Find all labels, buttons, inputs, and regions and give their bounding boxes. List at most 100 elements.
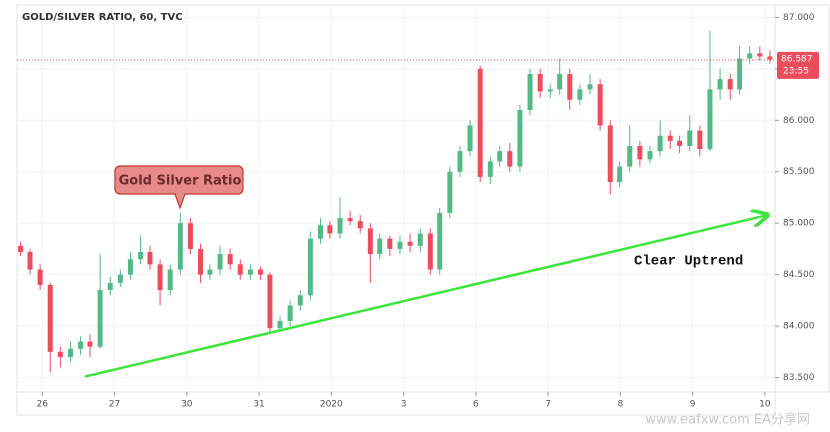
x-tick-label: 31	[253, 400, 264, 410]
candle-body	[297, 295, 303, 306]
candle-body	[287, 305, 293, 321]
candle-body	[157, 264, 163, 291]
candle-body	[597, 84, 603, 126]
grid	[17, 5, 775, 392]
callout-text: Gold Silver Ratio	[119, 174, 242, 189]
x-tick-label: 8	[617, 400, 623, 410]
candle-body	[317, 225, 323, 239]
x-tick-label: 2020	[320, 400, 343, 410]
candle-body	[547, 89, 553, 92]
plot-frame	[16, 4, 776, 393]
candle-body	[127, 259, 133, 275]
candle-body	[307, 238, 313, 296]
candle-body	[607, 125, 613, 183]
x-tick-label: 3	[401, 400, 407, 410]
candle-body	[757, 53, 763, 57]
candle-body	[37, 269, 43, 285]
candle-body	[557, 73, 563, 90]
candle-body	[577, 89, 583, 100]
callout: Gold Silver Ratio	[114, 165, 244, 210]
candle-body	[407, 241, 413, 246]
candle-body	[187, 223, 193, 249]
candle-body	[217, 254, 223, 270]
candle-body	[27, 252, 33, 270]
candle-body	[367, 228, 373, 255]
candle-body	[117, 274, 123, 283]
y-tick-label: 83.500	[783, 373, 815, 383]
candle-body	[497, 151, 503, 162]
x-tick-label: 27	[109, 400, 120, 410]
x-tick-label: 30	[181, 400, 193, 410]
candle-body	[477, 68, 483, 177]
candle-body	[87, 341, 93, 347]
candle-body	[447, 171, 453, 213]
candle-body	[507, 151, 513, 167]
candle-body	[517, 109, 523, 167]
candle-body	[207, 269, 213, 275]
candle-body	[457, 151, 463, 172]
candles	[18, 30, 773, 373]
x-tick-label: 7	[545, 400, 551, 410]
candle-body	[627, 146, 633, 167]
candle-body	[18, 245, 24, 253]
candle-body	[327, 225, 333, 234]
candle-body	[97, 290, 103, 347]
candle-body	[78, 341, 84, 349]
candle-body	[267, 274, 273, 329]
candle-body	[357, 221, 363, 229]
countdown: 23:55	[783, 66, 809, 76]
candle-body	[387, 238, 393, 249]
candle-body	[247, 269, 253, 275]
candle-body	[227, 254, 233, 265]
candle-body	[417, 233, 423, 246]
candle-body	[237, 264, 243, 275]
x-tick-label: 6	[473, 400, 479, 410]
candle-body	[258, 269, 264, 275]
candle-body	[167, 269, 173, 291]
candle-body	[747, 53, 753, 59]
x-tick-label: 9	[690, 400, 696, 410]
candle-body	[677, 140, 683, 147]
y-tick-label: 86.000	[783, 116, 815, 126]
candle-body	[737, 58, 743, 90]
candle-body	[617, 166, 623, 183]
y-tick-label: 87.000	[783, 13, 815, 23]
candle-body	[397, 241, 403, 249]
candle-body	[198, 248, 204, 275]
y-tick-label: 85.500	[783, 167, 815, 177]
candle-body	[567, 73, 573, 100]
x-tick-label: 26	[37, 400, 49, 410]
candle-body	[377, 238, 383, 255]
candle-body	[57, 351, 63, 358]
candle-body	[697, 130, 703, 150]
candle-body	[277, 320, 283, 329]
y-tick-label: 85.000	[783, 219, 815, 229]
candle-body	[707, 89, 713, 150]
candle-body	[587, 84, 593, 90]
candle-body	[177, 223, 183, 270]
candle-body	[657, 135, 663, 152]
x-tick-label: 10	[759, 400, 771, 410]
candle-body	[727, 79, 733, 90]
candle-body	[647, 151, 653, 160]
trendline	[84, 215, 768, 378]
callout-box	[114, 165, 244, 210]
candle-body	[527, 73, 533, 110]
candle-body	[767, 56, 773, 60]
candle-body	[147, 252, 153, 265]
y-tick-label: 84.000	[783, 322, 815, 332]
candle-body	[537, 73, 543, 92]
note: Clear Uptrend	[634, 254, 743, 270]
candle-body	[138, 252, 144, 260]
candle-body	[687, 130, 693, 147]
candle-body	[467, 125, 473, 152]
candle-body	[47, 284, 53, 352]
candle-body	[67, 348, 73, 358]
candle-body	[717, 79, 723, 90]
candle-body	[437, 212, 443, 270]
candle-body	[637, 146, 643, 160]
candle-body	[337, 218, 343, 234]
candle-body	[667, 135, 673, 141]
candle-body	[107, 282, 113, 291]
